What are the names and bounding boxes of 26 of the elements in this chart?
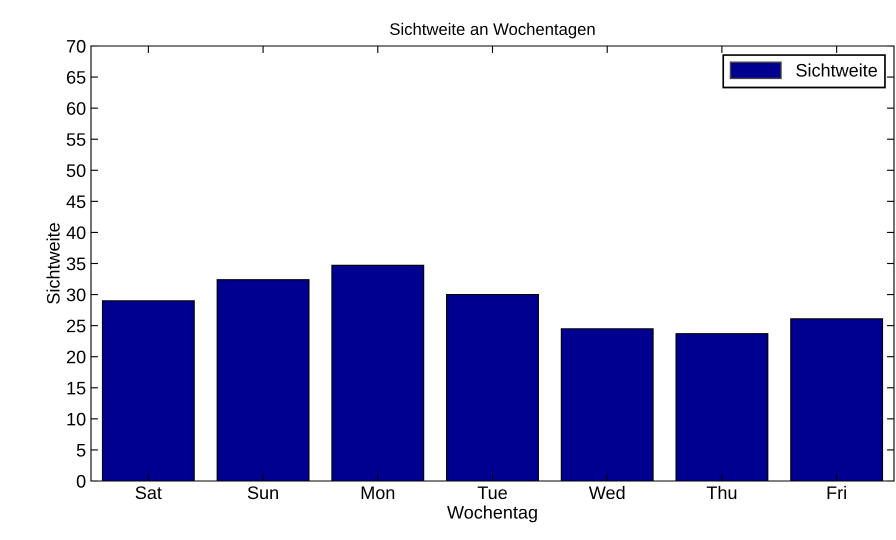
y-tick-label: 60: [66, 102, 86, 115]
x-tick-label: Thu: [706, 486, 736, 500]
y-tick-label: 45: [66, 195, 86, 208]
y-tick-label: 70: [66, 40, 86, 53]
y-tick-label: 40: [66, 226, 86, 240]
legend-label: Sichtweite: [796, 63, 877, 77]
y-tick-label: 65: [66, 71, 86, 84]
y-tick-label: 15: [67, 382, 86, 395]
y-tick-label: 50: [66, 164, 86, 178]
y-tick-label: 0: [76, 474, 86, 488]
chart-title: Sichtweite an Wochentagen: [390, 22, 595, 38]
x-tick-label: Fri: [828, 486, 846, 499]
y-tick-label: 10: [67, 412, 86, 426]
y-tick-label: 5: [76, 444, 86, 457]
y-axis-title: Sichtweite: [46, 223, 60, 304]
x-tick-label: Sun: [248, 486, 278, 500]
y-tick-label: 35: [66, 257, 86, 270]
y-tick-label: 25: [66, 320, 86, 332]
y-tick-label: 55: [66, 133, 86, 146]
x-axis-title: Wochentag: [447, 505, 537, 522]
x-tick-label: Tue: [478, 486, 507, 500]
x-tick-label: Sat: [136, 486, 162, 500]
y-tick-label: 20: [66, 350, 86, 364]
x-tick-label: Wed: [588, 486, 624, 500]
y-tick-label: 30: [66, 288, 86, 302]
x-tick-label: Mon: [362, 486, 394, 500]
